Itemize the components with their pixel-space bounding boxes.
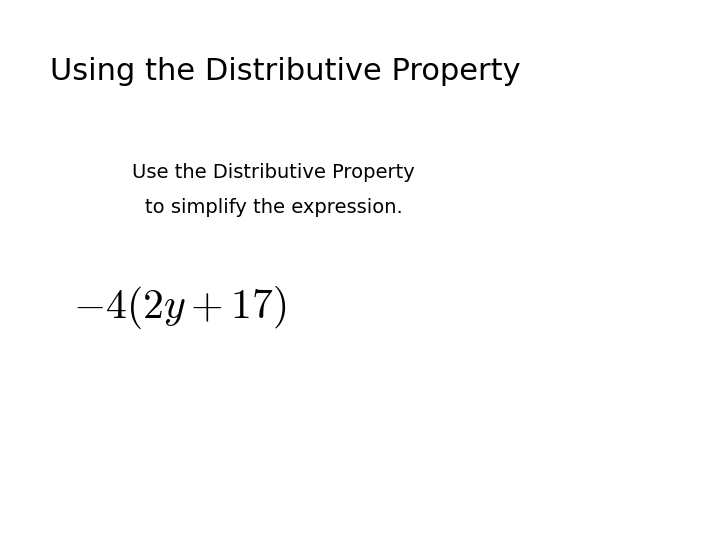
Text: Using the Distributive Property: Using the Distributive Property xyxy=(50,57,521,86)
Text: $-4(2y+17)$: $-4(2y+17)$ xyxy=(73,284,287,332)
Text: Use the Distributive Property: Use the Distributive Property xyxy=(132,163,415,183)
Text: to simplify the expression.: to simplify the expression. xyxy=(145,198,402,218)
